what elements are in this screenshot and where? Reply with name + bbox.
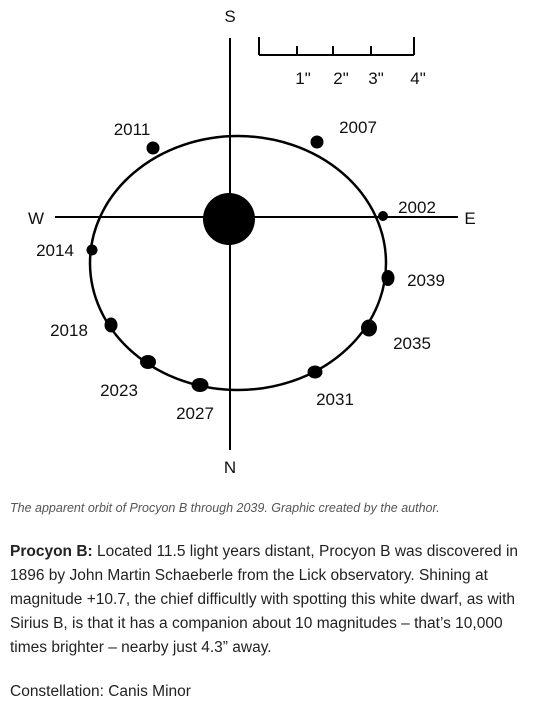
orbit-point-2018 <box>105 318 118 333</box>
figure-caption: The apparent orbit of Procyon B through … <box>10 501 530 515</box>
scale-label-2: 2" <box>333 69 349 88</box>
year-label-2035: 2035 <box>393 334 431 353</box>
orbit-point-2002 <box>378 211 388 221</box>
orbit-point-2035 <box>361 320 377 337</box>
scale-label-4: 4" <box>410 69 426 88</box>
year-label-2031: 2031 <box>316 390 354 409</box>
year-label-2039: 2039 <box>407 271 445 290</box>
scale-bar: 1" 2" 3" 4" <box>259 37 426 88</box>
scale-label-1: 1" <box>295 69 311 88</box>
year-label-2023: 2023 <box>100 381 138 400</box>
orbit-point-2007 <box>311 136 324 149</box>
direction-east: E <box>464 209 475 228</box>
orbit-point-2039 <box>382 270 395 286</box>
orbit-point-2027 <box>192 378 209 392</box>
year-label-2018: 2018 <box>50 321 88 340</box>
orbit-ellipse <box>90 136 386 390</box>
orbit-point-2031 <box>308 366 323 379</box>
year-label-2014: 2014 <box>36 241 74 260</box>
procyon-a-star <box>203 193 255 245</box>
orbit-point-2011 <box>147 142 160 155</box>
direction-west: W <box>28 209 44 228</box>
scale-label-3: 3" <box>368 69 384 88</box>
year-label-2027: 2027 <box>176 404 214 423</box>
procyon-b-paragraph: Procyon B: Located 11.5 light years dist… <box>10 540 534 660</box>
orbit-point-2023 <box>140 355 156 369</box>
year-label-2011: 2011 <box>114 120 151 139</box>
procyon-orbit-diagram: S N W E 1" 2" 3" 4" 2002 2007 2011 2014 … <box>0 0 544 490</box>
direction-north: N <box>224 458 236 477</box>
orbit-point-2014 <box>87 245 98 256</box>
constellation-line: Constellation: Canis Minor <box>10 683 191 701</box>
direction-south: S <box>224 7 235 26</box>
year-label-2007: 2007 <box>339 118 377 137</box>
year-label-2002: 2002 <box>398 198 436 217</box>
paragraph-lead: Procyon B: <box>10 543 93 560</box>
